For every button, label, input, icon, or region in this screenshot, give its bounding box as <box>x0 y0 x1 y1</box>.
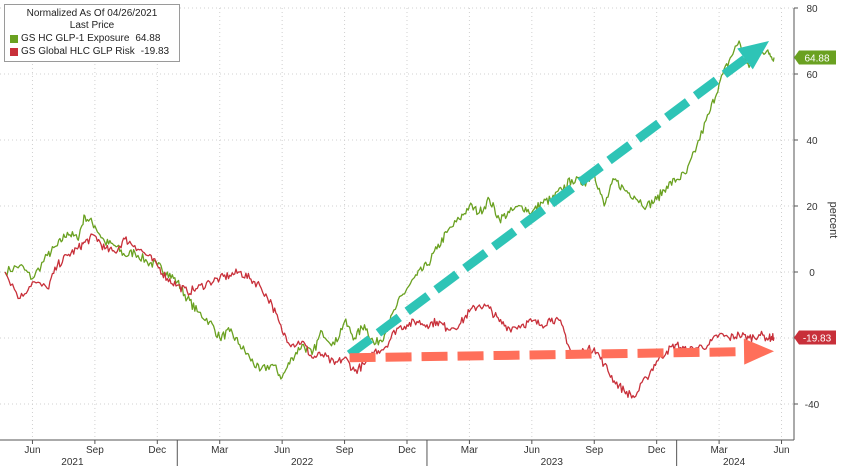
trend-arrow-up-head <box>737 41 770 70</box>
x-tick-label: Sep <box>585 445 603 456</box>
legend-swatch-green <box>10 34 18 43</box>
x-tick-label: Dec <box>148 445 166 456</box>
x-tick-label: Mar <box>710 445 728 456</box>
x-tick-label: Dec <box>398 445 416 456</box>
trend-arrow-up-shaft <box>346 55 748 359</box>
y-tick-label: 60 <box>806 70 818 81</box>
legend-label: GS Global HLC GLP Risk <box>21 46 135 57</box>
legend-value: -19.83 <box>140 46 170 57</box>
last-value-label: 64.88 <box>804 54 829 65</box>
x-tick-label: Jun <box>24 445 40 456</box>
year-label: 2024 <box>723 457 746 468</box>
trend-arrow-flat-head <box>743 338 775 365</box>
last-value-tag: -19.83 <box>794 330 836 345</box>
chart-subtitle: Last Price <box>69 20 115 31</box>
y-tick-label: 40 <box>806 136 818 147</box>
last-value-tag-bg <box>794 330 836 345</box>
chart-legend: Normalized As Of 04/26/2021 Last Price G… <box>4 4 180 62</box>
x-tick-label: Mar <box>211 445 229 456</box>
x-tick-label: Sep <box>336 445 354 456</box>
trend-arrow-flat-shaft <box>349 347 745 363</box>
last-value-label: -19.83 <box>803 333 832 344</box>
x-tick-label: Dec <box>648 445 666 456</box>
x-tick-label: Jun <box>524 445 540 456</box>
year-label: 2021 <box>61 457 84 468</box>
y-axis-title: percent <box>827 202 839 239</box>
legend-entry-glp-risk: GS Global HLC GLP Risk -19.83 <box>10 45 174 58</box>
series-line-glp-risk <box>4 233 775 399</box>
last-value-tag: 64.88 <box>794 50 836 65</box>
legend-swatch-red <box>10 47 18 56</box>
x-tick-label: Mar <box>461 445 479 456</box>
legend-value: 64.88 <box>135 33 161 44</box>
y-tick-label: 80 <box>806 4 818 15</box>
legend-entry-glp1-exposure: GS HC GLP-1 Exposure 64.88 <box>10 32 174 45</box>
last-value-tag-bg <box>794 50 836 65</box>
y-tick-label: 0 <box>809 268 815 279</box>
x-tick-label: Sep <box>86 445 104 456</box>
x-tick-label: Jun <box>773 445 789 456</box>
y-tick-label: 20 <box>806 202 818 213</box>
y-tick-label: -40 <box>805 400 820 411</box>
chart-title: Normalized As Of 04/26/2021 <box>26 8 158 19</box>
x-tick-label: Jun <box>274 445 290 456</box>
series-line-glp1-exposure <box>4 40 775 380</box>
year-label: 2023 <box>541 457 564 468</box>
legend-label: GS HC GLP-1 Exposure <box>21 33 130 44</box>
year-label: 2022 <box>291 457 314 468</box>
